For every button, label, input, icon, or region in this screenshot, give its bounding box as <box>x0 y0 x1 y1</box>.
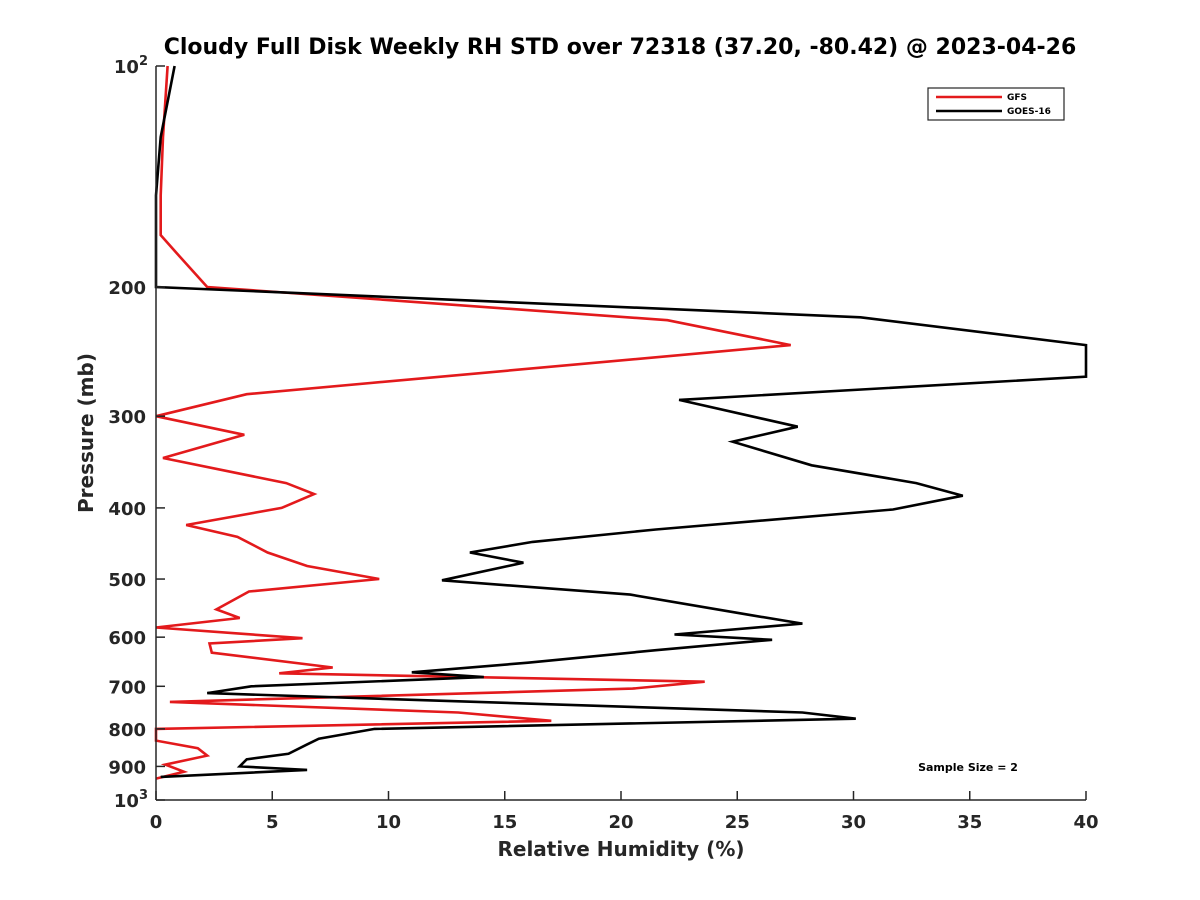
sample-size-note: Sample Size = 2 <box>918 761 1018 774</box>
legend-label-gfs: GFS <box>1007 93 1027 103</box>
x-tick-label: 25 <box>725 812 750 833</box>
y-tick-label: 300 <box>108 407 146 428</box>
x-tick-label: 10 <box>376 812 401 833</box>
y-tick-label: 500 <box>108 570 146 591</box>
x-tick-label: 35 <box>957 812 982 833</box>
y-tick-label: 700 <box>108 677 146 698</box>
y-tick-label: 200 <box>108 278 146 299</box>
x-tick-label: 15 <box>492 812 517 833</box>
y-ticks: 102 200 300 400 500 600 700 800 900 103 <box>108 54 165 812</box>
y-tick-label: 800 <box>108 720 146 741</box>
y-tick-label: 103 <box>114 788 148 812</box>
series-line-gfs <box>154 65 791 780</box>
y-tick-label: 102 <box>114 54 148 78</box>
legend: GFS GOES-16 <box>927 87 1065 121</box>
series-layer <box>154 65 1088 780</box>
x-ticks: 0 5 10 15 20 25 30 35 40 <box>150 791 1099 833</box>
x-axis-label: Relative Humidity (%) <box>497 837 744 861</box>
y-axis-label: Pressure (mb) <box>74 353 98 513</box>
legend-box <box>927 87 1065 121</box>
chart-title: Cloudy Full Disk Weekly RH STD over 7231… <box>164 35 1077 60</box>
x-tick-label: 0 <box>150 812 163 833</box>
legend-label-goes16: GOES-16 <box>1007 107 1051 117</box>
y-tick-label: 900 <box>108 757 146 778</box>
x-tick-label: 40 <box>1073 812 1098 833</box>
y-tick-label: 400 <box>108 499 146 520</box>
x-tick-label: 5 <box>266 812 279 833</box>
x-tick-label: 20 <box>608 812 633 833</box>
y-tick-label: 600 <box>108 628 146 649</box>
series-line-goes16 <box>154 65 1088 779</box>
x-tick-label: 30 <box>841 812 866 833</box>
